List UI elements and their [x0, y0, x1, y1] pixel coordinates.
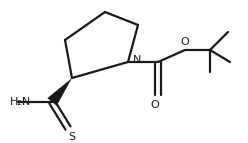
- Text: N: N: [133, 55, 141, 65]
- Text: O: O: [151, 100, 159, 110]
- Polygon shape: [47, 78, 72, 106]
- Text: S: S: [68, 132, 76, 142]
- Text: H₂N: H₂N: [10, 97, 31, 107]
- Text: O: O: [181, 37, 189, 47]
